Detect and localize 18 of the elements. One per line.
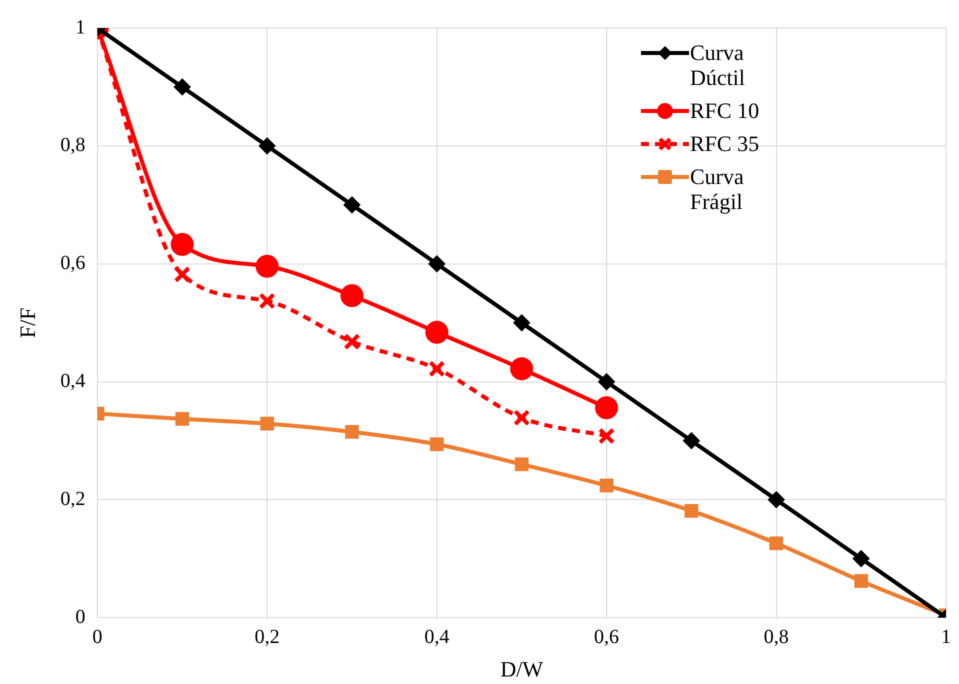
legend-label: RFC 10 <box>690 98 760 123</box>
legend-label: RFC 35 <box>690 131 760 156</box>
y-tick-label: 0,8 <box>60 134 86 156</box>
x-tick-label: 0 <box>92 626 102 648</box>
y-axis-title: F/F <box>14 308 40 338</box>
y-tick-label: 0 <box>75 606 86 628</box>
x-axis-title: D/W <box>500 656 544 682</box>
legend-label: Curva Dúctil <box>690 40 746 90</box>
legend-label: Curva Frágil <box>690 164 745 214</box>
y-tick-label: 1 <box>75 16 86 38</box>
x-tick-label: 0,4 <box>424 626 450 648</box>
x-tick-label: 0,2 <box>254 626 280 648</box>
x-tick-label: 0,8 <box>764 626 789 648</box>
y-tick-label: 0,2 <box>60 488 86 510</box>
x-tick-label: 1 <box>941 626 951 648</box>
y-tick-label: 0,6 <box>60 252 86 274</box>
y-tick-label: 0,4 <box>60 370 86 392</box>
x-tick-label: 0,6 <box>594 626 620 648</box>
